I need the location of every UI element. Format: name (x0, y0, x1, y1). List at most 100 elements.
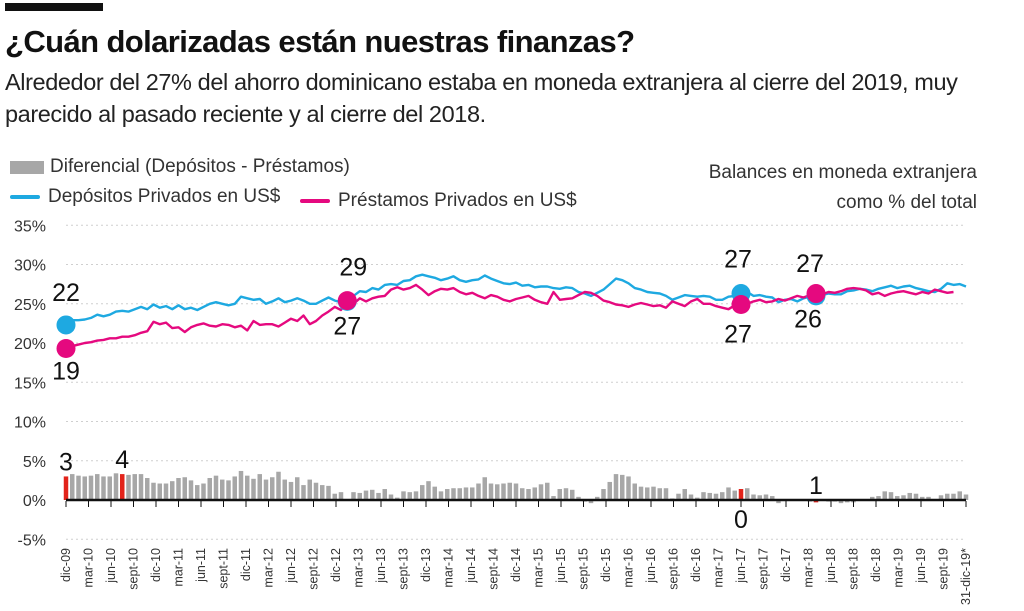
differential-bar-highlight (738, 489, 744, 500)
x-tick-label: jun-19 (914, 548, 928, 584)
x-tick-label: sept-11 (217, 548, 231, 589)
loans-line (65, 283, 954, 350)
differential-bar (438, 491, 444, 500)
differential-bar (520, 488, 525, 500)
value-label: 27 (724, 321, 752, 349)
legend-loans: Préstamos Privados en US$ (300, 190, 577, 212)
differential-bar (482, 477, 487, 500)
y-tick-label: 10% (14, 415, 46, 432)
differential-bar (157, 483, 162, 500)
differential-bar (720, 492, 725, 500)
legend-loans-swatch (300, 199, 330, 203)
differential-bar (732, 490, 737, 500)
differential-bar (601, 489, 606, 500)
x-tick-label: jun-17 (734, 548, 748, 584)
x-tick-label: jun-14 (464, 548, 478, 584)
x-tick-label: mar-17 (712, 548, 726, 588)
y-tick-label: 30% (14, 258, 46, 275)
differential-bar (401, 491, 406, 500)
differential-bar (226, 480, 231, 500)
differential-bar (182, 477, 187, 500)
x-tick-label: jun-16 (644, 548, 658, 584)
differential-bar (76, 475, 81, 500)
differential-bar (770, 496, 775, 500)
differential-bar (751, 494, 756, 500)
deposits-marker (56, 315, 76, 335)
differential-bar (282, 479, 287, 500)
value-label: 27 (333, 313, 361, 341)
differential-bar (957, 491, 962, 500)
differential-bar (426, 481, 431, 500)
differential-bar (926, 496, 931, 500)
differential-bar (907, 492, 912, 500)
differential-bar (338, 492, 344, 500)
x-tick-label: dic-14 (509, 548, 523, 582)
x-tick-label: sept-16 (667, 548, 681, 590)
differential-bar (895, 496, 900, 500)
differential-bar (938, 495, 944, 500)
x-tick-label: mar-19 (892, 548, 906, 588)
legend-bar: Diferencial (Depósitos - Préstamos) (10, 156, 350, 178)
differential-bar (545, 482, 550, 500)
differential-bar (951, 493, 956, 500)
differential-bar (270, 477, 275, 500)
x-tick-label: jun-15 (554, 548, 568, 584)
differential-bar (107, 476, 112, 500)
differential-bar (363, 490, 369, 500)
differential-bar (838, 500, 844, 504)
differential-bar (126, 474, 131, 500)
differential-bar (313, 482, 319, 500)
y-tick-label: 25% (14, 297, 46, 314)
x-tick-label: mar-11 (172, 548, 186, 587)
differential-bar (95, 474, 100, 500)
value-label: 19 (52, 357, 80, 385)
chart-subtitle: Alrededor del 27% del ahorro dominicano … (5, 69, 958, 127)
x-tick-label: jun-13 (374, 548, 388, 584)
differential-bar (326, 485, 331, 500)
differential-bar (138, 474, 144, 500)
differential-label: 0 (734, 506, 748, 534)
legend-bar-label: Diferencial (Depósitos - Préstamos) (50, 156, 350, 177)
differential-bar (882, 491, 887, 500)
x-tick-label: mar-14 (442, 548, 456, 588)
differential-bar (251, 478, 256, 500)
differential-bar (101, 476, 106, 500)
differential-bar (195, 485, 200, 500)
differential-bar (713, 493, 719, 500)
differential-bar (420, 485, 425, 500)
differential-bar (913, 493, 919, 500)
differential-bar (407, 492, 412, 500)
differential-bar (88, 475, 94, 500)
differential-bar (707, 492, 712, 500)
x-tick-label: dic-15 (599, 548, 613, 582)
differential-bar (82, 476, 87, 500)
x-tick-label: sept-19 (937, 548, 951, 590)
differential-bar (901, 495, 906, 500)
differential-bar (745, 488, 750, 500)
differential-bar (888, 492, 894, 500)
differential-bar (607, 481, 612, 500)
differential-bar (388, 494, 394, 500)
differential-bar (663, 488, 669, 500)
differential-bar (682, 489, 687, 500)
legend-loans-label: Préstamos Privados en US$ (338, 190, 577, 211)
differential-bar (376, 492, 381, 500)
differential-bar (382, 489, 387, 500)
differential-bar (620, 474, 625, 500)
differential-bar (301, 485, 306, 500)
chart-note-line2: como % del total (836, 192, 977, 213)
differential-bar (563, 488, 569, 500)
differential-bar (776, 500, 781, 504)
differential-label: 3 (59, 448, 73, 476)
y-tick-label: 5% (23, 454, 46, 471)
loans-marker (56, 338, 76, 358)
differential-bar (570, 489, 575, 500)
x-tick-label: sept-14 (487, 548, 501, 590)
differential-bar (876, 496, 881, 500)
differential-bar (457, 488, 462, 500)
differential-bar (632, 483, 637, 500)
differential-bar (257, 474, 262, 500)
differential-bar-highlight (63, 476, 69, 500)
differential-bar (132, 474, 137, 500)
differential-bar (676, 493, 681, 500)
